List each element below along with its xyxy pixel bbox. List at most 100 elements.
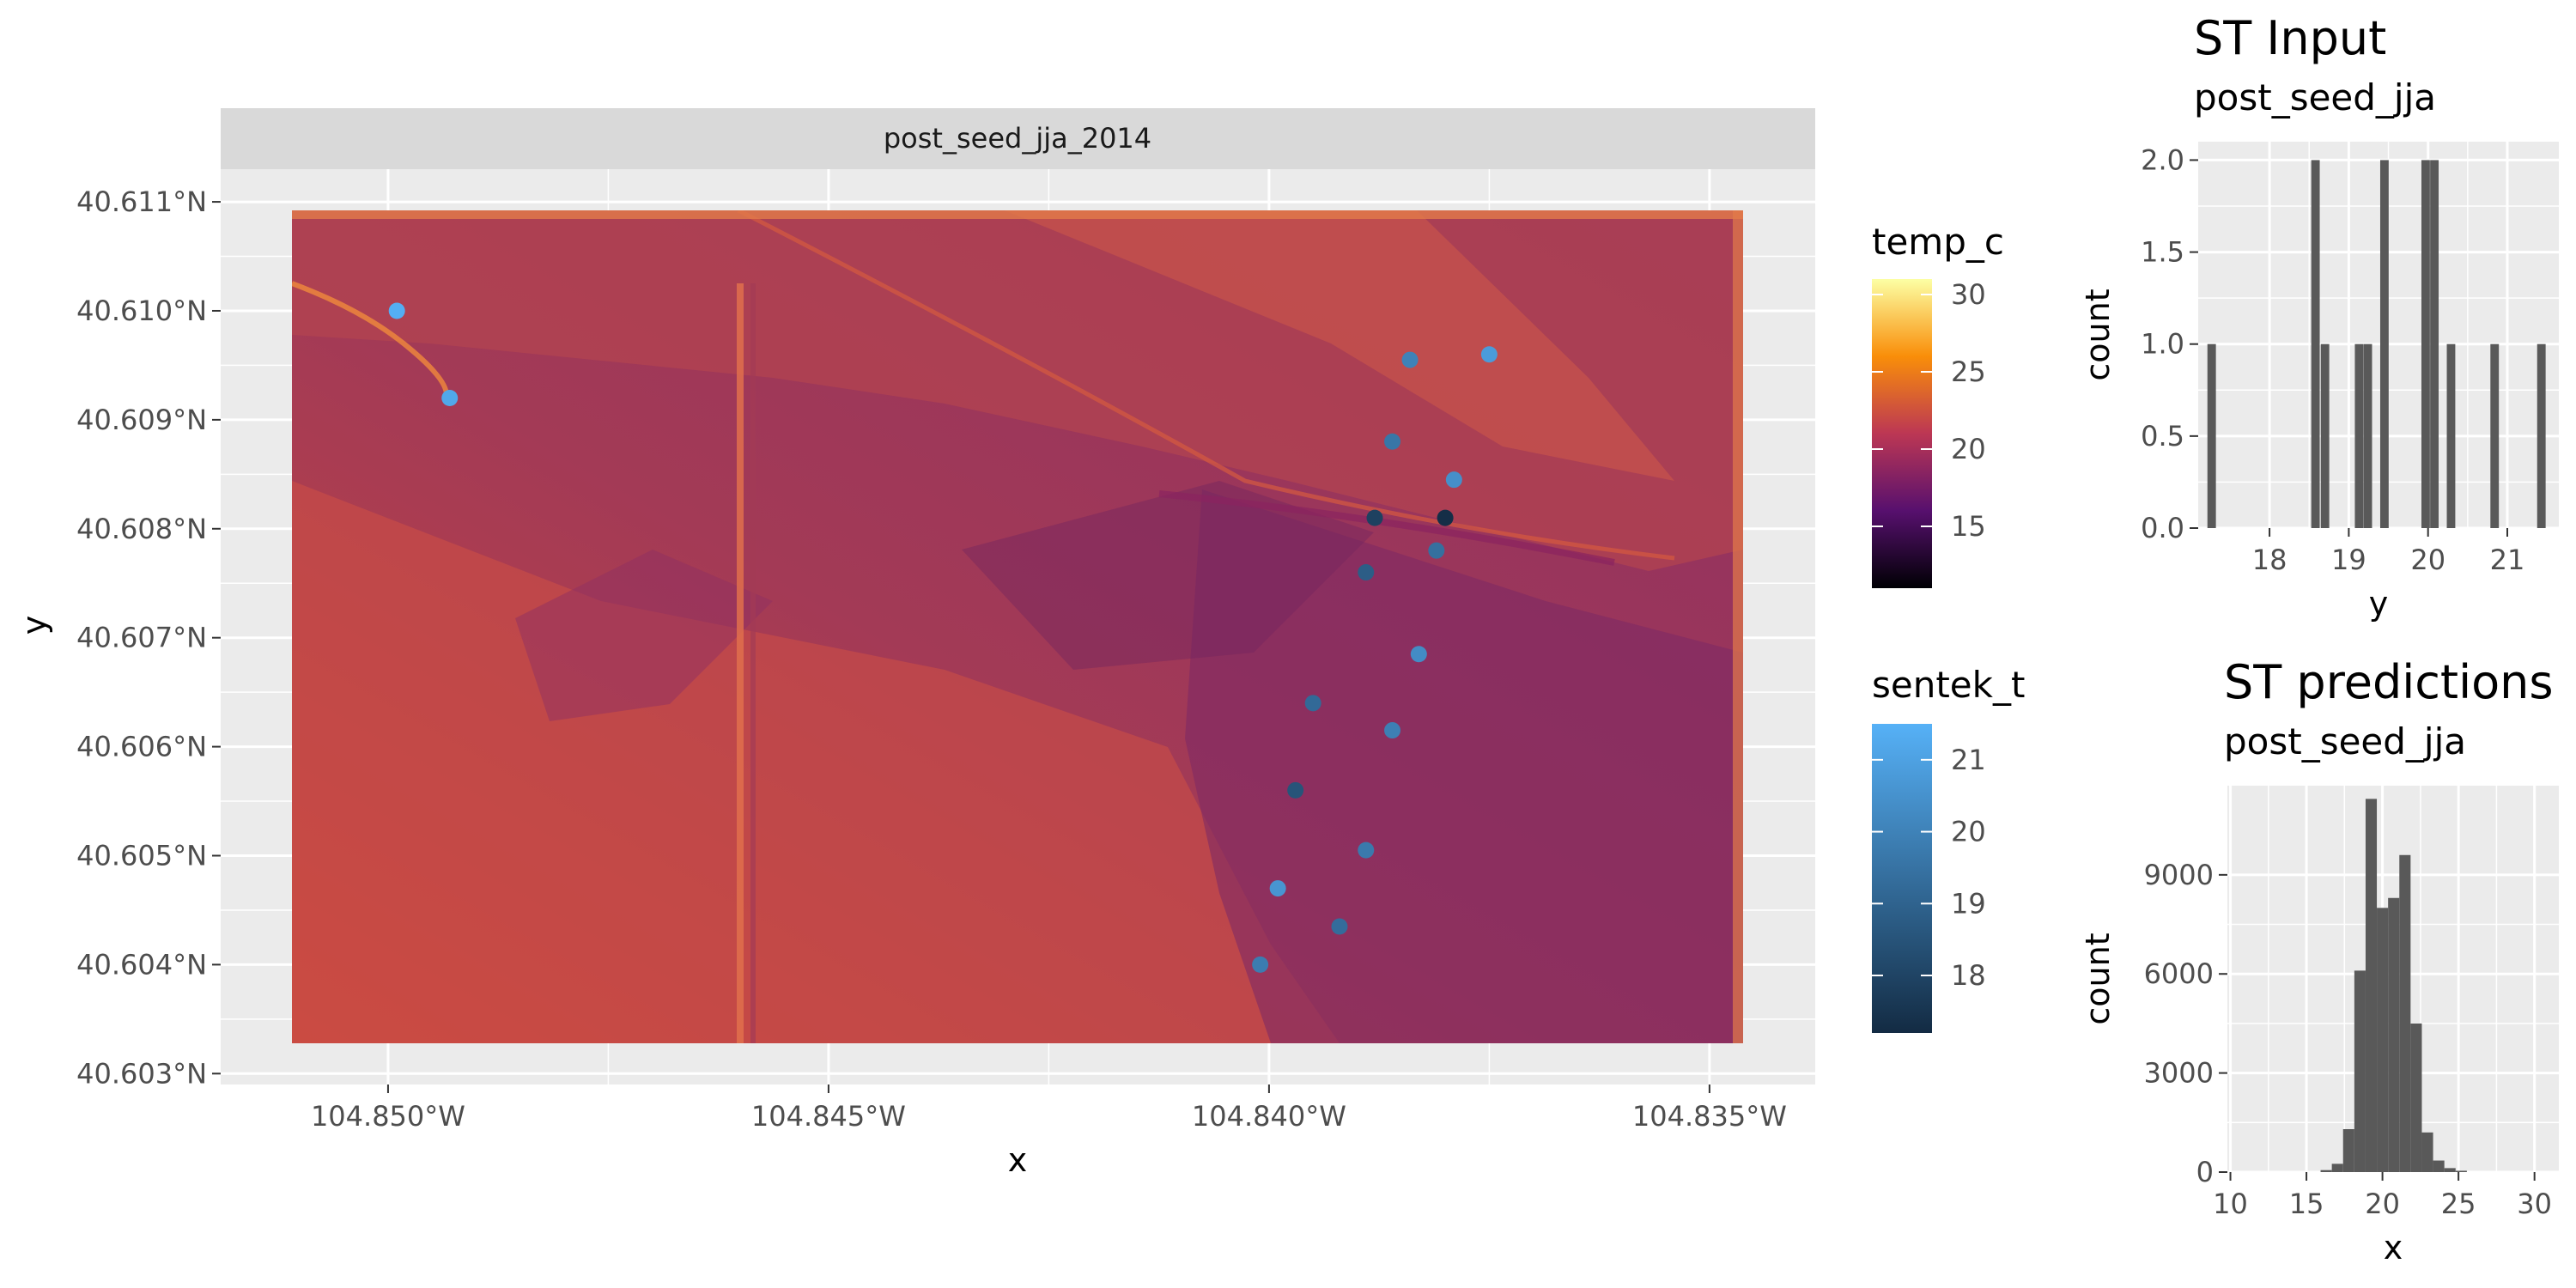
map-x-tick-label: 104.850°W: [311, 1100, 465, 1133]
hist-x-tick-label: 15: [2289, 1188, 2324, 1220]
sensor-point: [1358, 841, 1375, 859]
hist-x-tick-label: 20: [2365, 1188, 2400, 1220]
map-y-tick-label: 40.604°N: [76, 948, 207, 981]
histogram-bar: [2446, 343, 2456, 528]
hist-input-background: [2198, 142, 2559, 528]
map-y-tick-label: 40.607°N: [76, 622, 207, 654]
hist-y-tick-label: 3000: [2144, 1057, 2214, 1090]
hist-pred-subtitle: post_seed_jja: [2224, 720, 2466, 762]
hist-pred-title: ST predictions: [2224, 655, 2553, 709]
map-y-tick-label: 40.611°N: [76, 185, 207, 218]
map-x-tick-label: 104.845°W: [751, 1100, 906, 1133]
map-y-tick-label: 40.609°N: [76, 404, 207, 436]
histogram-bar: [2421, 1132, 2433, 1172]
hist-input-title: ST Input: [2194, 11, 2386, 65]
hist-y-tick-label: 2.0: [2141, 143, 2184, 176]
hist-x-tick-label: 20: [2410, 544, 2445, 576]
sentek-legend: sentek_t 21 20 19 18: [1872, 664, 2025, 1033]
histogram-bar: [2377, 908, 2389, 1172]
hist-y-tick-label: 1.5: [2141, 236, 2184, 269]
sensor-point: [388, 302, 405, 319]
hist-pred-x-title: x: [2384, 1229, 2403, 1267]
histogram-bar: [2331, 1163, 2343, 1172]
histogram-bar: [2490, 343, 2500, 528]
hist-y-tick-label: 0.5: [2141, 420, 2184, 453]
legend-label: 18: [1951, 959, 1986, 992]
hist-x-tick-label: 30: [2517, 1188, 2552, 1220]
hist-x-tick-label: 10: [2213, 1188, 2248, 1220]
map-x-title: x: [1008, 1141, 1028, 1179]
hist-x-tick-label: 25: [2441, 1188, 2476, 1220]
sensor-point: [1401, 351, 1419, 368]
sensor-point: [1480, 346, 1498, 363]
map-y-tick-label: 40.603°N: [76, 1057, 207, 1090]
legend-label: 25: [1951, 355, 1986, 388]
hist-y-tick-label: 6000: [2144, 957, 2214, 990]
histogram-bar: [2207, 343, 2216, 528]
map-x-tick-label: 104.835°W: [1632, 1100, 1787, 1133]
hist-y-tick-label: 0.0: [2141, 512, 2184, 544]
sensor-point: [1445, 471, 1462, 489]
map-x-tick-label: 104.840°W: [1192, 1100, 1346, 1133]
hist-input-x-title: y: [2369, 585, 2389, 623]
temperature-raster: [292, 210, 1743, 1043]
map-y-axis: 40.611°N 40.610°N 40.609°N 40.608°N 40.607°N…: [76, 185, 221, 1090]
sensor-point: [1331, 918, 1348, 935]
sensor-point: [1358, 564, 1375, 581]
histogram-bar: [2433, 1160, 2445, 1172]
histogram-bar: [2410, 1023, 2422, 1172]
sentek-legend-title: sentek_t: [1872, 664, 2025, 706]
sensor-points: [388, 302, 1498, 973]
histogram-bar: [2363, 343, 2372, 528]
map-y-tick-label: 40.608°N: [76, 513, 207, 545]
histogram-bar: [2320, 1170, 2332, 1172]
hist-x-tick-label: 21: [2490, 544, 2525, 576]
temp-legend-title: temp_c: [1872, 221, 2004, 263]
sensor-point: [1287, 781, 1304, 799]
temp-colorbar: [1872, 279, 1932, 588]
legend-label: 30: [1951, 278, 1986, 311]
sensor-point: [1437, 509, 1454, 526]
map-y-title: y: [15, 616, 53, 635]
legend-label: 20: [1951, 816, 1986, 848]
histogram-bar: [2421, 160, 2430, 528]
sentek-colorbar: [1872, 724, 1932, 1033]
hist-pred-panel: ST predictions post_seed_jja 90006000300…: [2079, 655, 2559, 1267]
legend-label: 15: [1951, 510, 1986, 543]
histogram-bar: [2365, 799, 2378, 1172]
histogram-bar: [2342, 1129, 2354, 1172]
histogram-bar: [2537, 343, 2546, 528]
map-strip: [221, 108, 1815, 169]
legend-label: 21: [1951, 744, 1986, 776]
hist-input-y-title: count: [2079, 289, 2117, 380]
map-y-tick-label: 40.606°N: [76, 731, 207, 763]
temp-legend: temp_c 30 25 20 15: [1872, 221, 2004, 588]
sensor-point: [1252, 956, 1269, 973]
hist-x-tick-label: 18: [2252, 544, 2287, 576]
map-y-tick-label: 40.610°N: [76, 295, 207, 327]
hist-y-tick-label: 0: [2196, 1156, 2214, 1188]
histogram-bar: [2354, 343, 2364, 528]
histogram-bar: [2354, 970, 2366, 1172]
histogram-bar: [2399, 854, 2411, 1172]
histogram-bar: [2320, 343, 2330, 528]
legend-label: 19: [1951, 887, 1986, 920]
sensor-point: [1384, 433, 1401, 450]
hist-y-tick-label: 1.0: [2141, 328, 2184, 361]
map-panel: post_seed_jja_2014 104.850°W 104.845°W 104…: [15, 108, 1815, 1179]
hist-pred-bars: [2320, 799, 2467, 1172]
sensor-point: [441, 390, 459, 406]
histogram-bar: [2444, 1168, 2456, 1172]
sensor-point: [1410, 646, 1427, 663]
hist-input-subtitle: post_seed_jja: [2194, 76, 2436, 118]
histogram-bar: [2388, 897, 2400, 1172]
hist-input-bars: [2207, 160, 2546, 528]
hist-input-panel: ST Input post_seed_jja 2.0 1.5 1.0 0.5 0.0 1…: [2079, 11, 2559, 623]
histogram-bar: [2311, 160, 2320, 528]
sensor-point: [1428, 542, 1445, 559]
sensor-point: [1384, 722, 1401, 739]
hist-x-tick-label: 19: [2331, 544, 2366, 576]
sensor-point: [1304, 695, 1321, 712]
legend-label: 20: [1951, 433, 1986, 465]
